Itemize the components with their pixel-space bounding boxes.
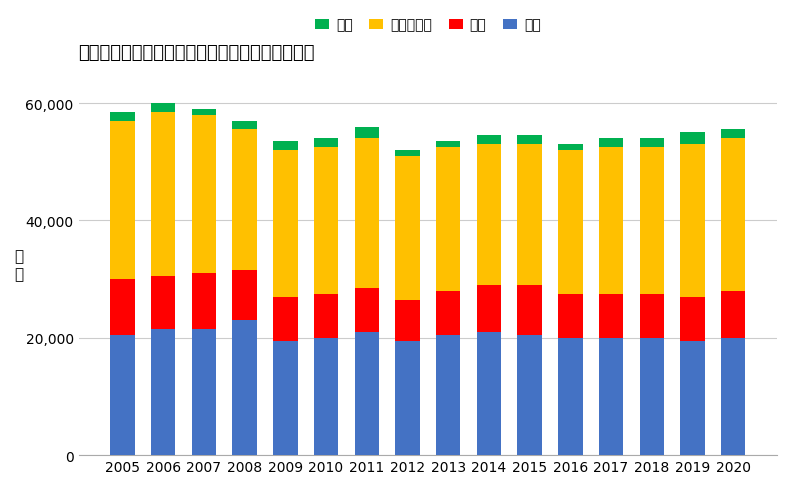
- Bar: [477, 285, 501, 332]
- Bar: [151, 104, 176, 113]
- Bar: [273, 142, 297, 151]
- Bar: [314, 338, 339, 455]
- Bar: [396, 157, 420, 300]
- Bar: [354, 127, 379, 139]
- Bar: [639, 148, 664, 294]
- Bar: [436, 291, 460, 335]
- Bar: [436, 142, 460, 148]
- Bar: [354, 139, 379, 288]
- Bar: [599, 338, 623, 455]
- Bar: [191, 110, 216, 116]
- Bar: [233, 321, 257, 455]
- Legend: 自家, ディーラー, 兼業, 専業: 自家, ディーラー, 兼業, 専業: [309, 13, 546, 38]
- Bar: [721, 338, 745, 455]
- Bar: [191, 274, 216, 329]
- Bar: [680, 133, 705, 145]
- Bar: [354, 332, 379, 455]
- Text: 整備売上推移（専業、兼業、ディーラー、自家）: 整備売上推移（専業、兼業、ディーラー、自家）: [78, 44, 315, 62]
- Bar: [558, 151, 582, 294]
- Bar: [314, 294, 339, 338]
- Bar: [517, 136, 542, 145]
- Bar: [721, 139, 745, 291]
- Bar: [151, 277, 176, 329]
- Bar: [233, 271, 257, 321]
- Bar: [191, 116, 216, 274]
- Bar: [599, 148, 623, 294]
- Bar: [477, 136, 501, 145]
- Bar: [599, 294, 623, 338]
- Bar: [639, 294, 664, 338]
- Bar: [558, 145, 582, 151]
- Bar: [273, 151, 297, 297]
- Bar: [273, 297, 297, 341]
- Bar: [110, 122, 134, 280]
- Bar: [314, 148, 339, 294]
- Bar: [191, 329, 216, 455]
- Bar: [477, 145, 501, 285]
- Bar: [233, 122, 257, 130]
- Bar: [680, 297, 705, 341]
- Bar: [396, 300, 420, 341]
- Bar: [110, 335, 134, 455]
- Bar: [517, 285, 542, 335]
- Bar: [436, 335, 460, 455]
- Y-axis label: 円
億: 円 億: [14, 249, 23, 281]
- Bar: [558, 338, 582, 455]
- Bar: [639, 139, 664, 148]
- Bar: [680, 145, 705, 297]
- Bar: [314, 139, 339, 148]
- Bar: [354, 288, 379, 332]
- Bar: [151, 329, 176, 455]
- Bar: [517, 335, 542, 455]
- Bar: [110, 113, 134, 122]
- Bar: [639, 338, 664, 455]
- Bar: [233, 130, 257, 271]
- Bar: [396, 341, 420, 455]
- Bar: [477, 332, 501, 455]
- Bar: [680, 341, 705, 455]
- Bar: [721, 291, 745, 338]
- Bar: [396, 151, 420, 157]
- Bar: [110, 280, 134, 335]
- Bar: [558, 294, 582, 338]
- Bar: [273, 341, 297, 455]
- Bar: [151, 113, 176, 277]
- Bar: [517, 145, 542, 285]
- Bar: [721, 130, 745, 139]
- Bar: [436, 148, 460, 291]
- Bar: [599, 139, 623, 148]
